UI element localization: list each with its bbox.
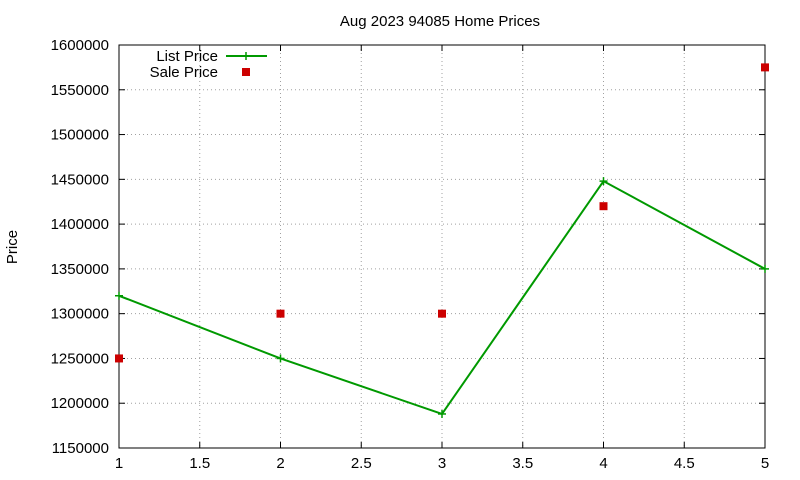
list-price-point bbox=[115, 291, 123, 300]
legend-label: List Price bbox=[156, 48, 218, 65]
y-tick-label: 1200000 bbox=[51, 395, 109, 412]
y-tick-label: 1350000 bbox=[51, 261, 109, 278]
grid-lines bbox=[119, 45, 765, 448]
y-axis-label: Price bbox=[4, 230, 21, 264]
legend-label: Sale Price bbox=[150, 64, 218, 81]
sale-price-point bbox=[276, 309, 285, 318]
list-price-point bbox=[276, 354, 285, 363]
y-tick-label: 1600000 bbox=[51, 37, 109, 54]
series-layer bbox=[115, 63, 769, 418]
x-tick-label: 1 bbox=[115, 455, 123, 472]
y-tick-label: 1150000 bbox=[52, 440, 109, 457]
x-tick-label: 4 bbox=[599, 455, 607, 472]
sale-price-point bbox=[115, 354, 123, 363]
plot-frame bbox=[118, 44, 766, 449]
sale-price-point bbox=[599, 202, 608, 211]
x-tick-label: 1.5 bbox=[189, 455, 210, 472]
y-tick-label: 1450000 bbox=[51, 171, 109, 188]
x-tick-label: 2.5 bbox=[351, 455, 372, 472]
y-tick-label: 1400000 bbox=[51, 216, 109, 233]
y-tick-label: 1500000 bbox=[51, 127, 109, 144]
y-tick-label: 1300000 bbox=[51, 306, 109, 323]
axis-ticks: 1 1.5 2 2.5 3 3.5 4 4.5 5 1150000 1200000 1250000 13… bbox=[51, 37, 770, 472]
y-tick-label: 1250000 bbox=[51, 350, 109, 367]
list-price-point bbox=[438, 409, 446, 418]
x-tick-label: 3 bbox=[438, 455, 446, 472]
list-price-point bbox=[599, 177, 608, 186]
x-tick-label: 2 bbox=[276, 455, 284, 472]
legend-swatch-marker bbox=[242, 52, 250, 60]
x-tick-label: 4.5 bbox=[674, 455, 695, 472]
x-tick-label: 5 bbox=[761, 455, 769, 472]
sale-price-point bbox=[761, 63, 769, 72]
chart-title: Aug 2023 94085 Home Prices bbox=[340, 13, 540, 30]
legend-swatch-marker bbox=[242, 68, 250, 76]
sale-price-point bbox=[438, 309, 446, 318]
y-tick-label: 1550000 bbox=[51, 82, 109, 99]
x-tick-label: 3.5 bbox=[512, 455, 533, 472]
list-price-point bbox=[761, 264, 769, 273]
